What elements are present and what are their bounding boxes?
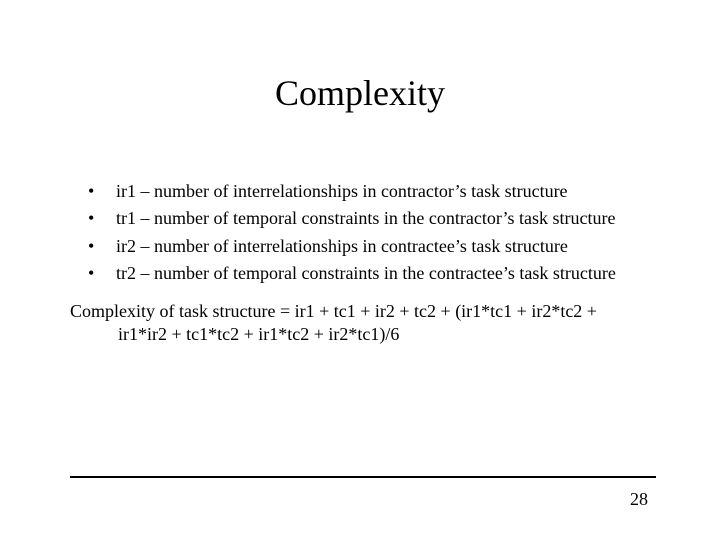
page-number: 28 <box>630 489 648 510</box>
slide: Complexity ir1 – number of interrelation… <box>0 0 720 540</box>
list-item: ir1 – number of interrelationships in co… <box>88 180 664 203</box>
list-item: tr1 – number of temporal constraints in … <box>88 207 664 230</box>
list-item: tr2 – number of temporal constraints in … <box>88 262 664 285</box>
bullet-text: tr2 – number of temporal constraints in … <box>116 263 616 283</box>
bullet-text: ir2 – number of interrelationships in co… <box>116 236 568 256</box>
formula-line: Complexity of task structure = ir1 + tc1… <box>70 300 664 323</box>
list-item: ir2 – number of interrelationships in co… <box>88 235 664 258</box>
formula-line: ir1*ir2 + tc1*tc2 + ir1*tc2 + ir2*tc1)/6 <box>70 323 664 346</box>
formula-block: Complexity of task structure = ir1 + tc1… <box>70 300 664 347</box>
bullet-text: ir1 – number of interrelationships in co… <box>116 181 568 201</box>
slide-title: Complexity <box>0 72 720 114</box>
divider-rule <box>70 476 656 478</box>
bullet-list: ir1 – number of interrelationships in co… <box>88 180 664 290</box>
bullet-text: tr1 – number of temporal constraints in … <box>116 208 616 228</box>
